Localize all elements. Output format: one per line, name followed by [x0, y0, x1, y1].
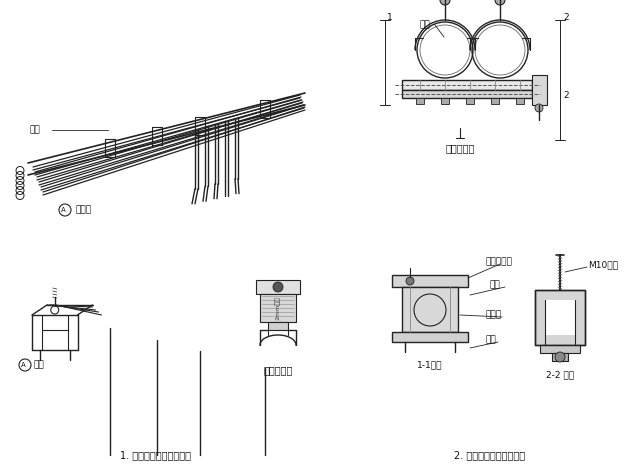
Text: 垫圈: 垫圈 — [485, 335, 496, 344]
Bar — [260, 294, 296, 322]
Bar — [535, 290, 585, 345]
Text: 夹板式管卡: 夹板式管卡 — [485, 257, 512, 266]
Bar — [402, 80, 532, 90]
Bar — [392, 332, 468, 342]
Text: 1: 1 — [387, 14, 393, 23]
Bar — [268, 322, 288, 330]
Text: 管卡槽: 管卡槽 — [485, 310, 501, 319]
Text: 吊杆: 吊杆 — [30, 125, 41, 134]
Bar — [466, 98, 474, 104]
Bar — [540, 345, 580, 353]
Text: A: A — [61, 207, 65, 213]
Bar — [545, 300, 575, 335]
Circle shape — [555, 352, 565, 362]
Bar — [392, 275, 468, 287]
Text: 2: 2 — [563, 90, 568, 99]
Bar — [491, 98, 499, 104]
Text: 螺栓: 螺栓 — [420, 20, 431, 29]
Bar — [256, 280, 300, 294]
Text: M10吊杆: M10吊杆 — [588, 261, 618, 270]
Circle shape — [406, 277, 414, 285]
Text: 1-1剖面: 1-1剖面 — [417, 360, 443, 369]
Bar — [516, 98, 524, 104]
Bar — [402, 90, 532, 98]
Text: 详图: 详图 — [34, 360, 45, 369]
Bar — [441, 98, 449, 104]
Circle shape — [440, 0, 450, 5]
Text: 2-2 剖面: 2-2 剖面 — [546, 370, 574, 379]
Bar — [416, 98, 424, 104]
Text: 夹板: 夹板 — [490, 280, 500, 289]
Bar — [402, 287, 458, 332]
Text: 1. 管卡槽吊装方法示意图: 1. 管卡槽吊装方法示意图 — [120, 450, 191, 460]
Text: 2: 2 — [563, 14, 568, 23]
Bar — [532, 75, 547, 105]
Text: 2mm以上: 2mm以上 — [275, 296, 281, 320]
Text: 2. 管卡槽吊装方法大样图: 2. 管卡槽吊装方法大样图 — [454, 450, 525, 460]
Text: A: A — [20, 362, 26, 368]
Circle shape — [495, 0, 505, 5]
Text: 管卡槽安装: 管卡槽安装 — [445, 143, 475, 153]
Circle shape — [535, 104, 543, 112]
Circle shape — [273, 282, 283, 292]
Text: 管卡槽: 管卡槽 — [75, 205, 91, 214]
Bar — [552, 353, 568, 361]
Text: 夹板式管卡: 夹板式管卡 — [263, 365, 292, 375]
